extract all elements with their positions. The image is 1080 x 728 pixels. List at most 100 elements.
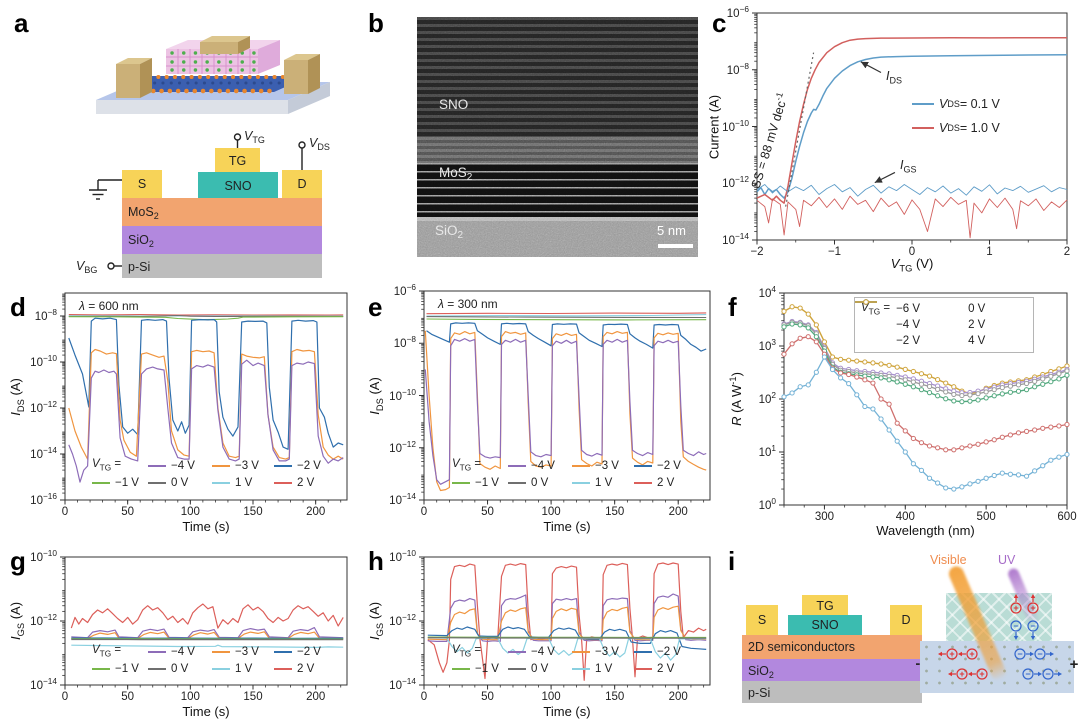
panel-b-letter: b xyxy=(368,8,384,38)
g-xtick: 100 xyxy=(180,691,200,703)
d-xlabel: Time (s) xyxy=(182,519,230,534)
e-ytick: 10−8 xyxy=(393,335,416,351)
e-xtick: 0 xyxy=(420,506,428,518)
i-semi-label: 2D semiconductors xyxy=(748,640,855,654)
c-xtick: 0 xyxy=(908,246,916,258)
h-xtick: 100 xyxy=(541,691,561,703)
svg-text:−: − xyxy=(1013,621,1018,631)
svg-text:+: + xyxy=(1030,603,1035,613)
tem-sio2-label: SiO2 xyxy=(435,223,464,241)
c-ytick: 10−6 xyxy=(726,5,749,20)
visible-light-label: Visible xyxy=(930,553,967,567)
d-xtick: 100 xyxy=(180,506,200,518)
i-source-label: S xyxy=(758,613,766,627)
f-ytick: 104 xyxy=(758,285,776,300)
sio2-label: SiO2 xyxy=(128,233,154,249)
g-xtick: 150 xyxy=(243,691,263,703)
c-xtick: 2 xyxy=(1063,246,1071,258)
scalebar-label: 5 nm xyxy=(657,223,686,238)
c-xtick: −1 xyxy=(827,246,842,258)
vbg-label: VBG xyxy=(76,259,97,275)
e-ytick: 10−6 xyxy=(393,283,416,298)
panel-f-letter: f xyxy=(728,292,737,322)
h-ytick: 10−10 xyxy=(389,549,416,564)
panel-c-letter: c xyxy=(712,8,727,38)
c-ytick: 10−12 xyxy=(722,175,749,191)
d-plot-svg xyxy=(60,292,348,505)
panel-e: e 0 50 100 150 200 10−6 10−8 10−10 10−12 10−14 λ =… xyxy=(360,283,720,543)
uv-light-label: UV xyxy=(998,553,1016,567)
i-drain-label: D xyxy=(901,613,910,627)
panel-e-letter: e xyxy=(368,292,383,322)
device-3d-illustration xyxy=(96,36,330,114)
f-ylabel: R (A W-1) xyxy=(727,372,745,426)
f-xlabel: Wavelength (nm) xyxy=(876,523,975,538)
d-xtick: 200 xyxy=(306,506,326,518)
svg-text:+: + xyxy=(969,649,974,659)
c-ytick: 10−14 xyxy=(722,232,749,247)
d-ytick: 10−16 xyxy=(30,492,57,507)
g-ytick: 10−10 xyxy=(30,549,57,564)
psi-label: p-Si xyxy=(128,260,150,274)
g-xtick: 50 xyxy=(121,691,135,703)
topgate-label: TG xyxy=(229,154,246,168)
c-ytick: 10−10 xyxy=(722,118,749,134)
e-ytick: 10−14 xyxy=(389,492,416,507)
svg-text:+: + xyxy=(949,649,954,659)
g-xtick: 200 xyxy=(306,691,326,703)
g-ytick: 10−14 xyxy=(30,677,57,692)
g-ylabel: IGS (A) xyxy=(8,601,26,641)
photoexcitation-illustration: Visible UV + + xyxy=(916,553,1078,703)
tem-image: SNO MoS2 SiO2 5 nm xyxy=(417,17,698,257)
device-cross-section: S TG SNO D MoS2 SiO2 p-Si VTG VDS VBG xyxy=(76,130,330,278)
e-ytick: 10−10 xyxy=(389,387,416,403)
panel-a-letter: a xyxy=(14,8,29,38)
svg-text:+: + xyxy=(979,669,984,679)
mechanism-cross-section: S TG SNO D 2D semiconductors SiO2 p-Si xyxy=(742,595,922,703)
g-xtick: 0 xyxy=(61,691,69,703)
ids-300nm-chart: 0 50 100 150 200 10−6 10−8 10−10 10−12 10−14 λ = 3… xyxy=(360,283,720,543)
h-xtick: 50 xyxy=(481,691,494,703)
f-xtick: 300 xyxy=(814,511,835,523)
vtg-label: VTG xyxy=(244,130,265,145)
panel-h: h 0 50 100 150 200 10−10 10−12 10−14 Time (s) IGS… xyxy=(360,543,720,728)
f-ytick: 100 xyxy=(758,497,776,512)
d-ytick: 10−10 xyxy=(30,354,57,369)
charge-carriers: + + − − + + + + xyxy=(916,594,1078,680)
d-xtick: 0 xyxy=(61,506,69,518)
f-xtick: 600 xyxy=(1057,511,1077,523)
c-plot-svg xyxy=(752,12,1068,245)
igs-300nm-chart: 0 50 100 150 200 10−10 10−12 10−14 Time (s) IGS (… xyxy=(360,543,720,728)
i-sno-label: SNO xyxy=(811,618,838,632)
minus-terminal: − xyxy=(916,656,921,673)
h-ylabel: IGS (A) xyxy=(367,601,385,641)
c-xlabel: VTG (V) xyxy=(890,256,934,274)
c-ytick: 10−8 xyxy=(726,61,749,77)
svg-text:+: + xyxy=(959,669,964,679)
svg-text:−: − xyxy=(1030,621,1035,631)
svg-text:−: − xyxy=(1017,649,1022,659)
scalebar xyxy=(658,244,693,248)
tem-sno-label: SNO xyxy=(439,97,469,112)
g-ytick: 10−12 xyxy=(30,613,57,628)
d-xtick: 150 xyxy=(243,506,263,518)
panel-h-letter: h xyxy=(368,546,384,576)
g-plot-svg xyxy=(60,556,348,690)
svg-text:+: + xyxy=(1013,603,1018,613)
plus-terminal: + xyxy=(1070,656,1078,673)
d-ytick: 10−8 xyxy=(34,308,57,323)
svg-text:−: − xyxy=(1037,649,1042,659)
d-xtick: 50 xyxy=(121,506,135,518)
metal-contacts xyxy=(116,36,320,98)
i-sio2-label: SiO2 xyxy=(748,664,774,680)
c-annotation: IDS xyxy=(886,69,902,86)
h-xtick: 150 xyxy=(605,691,625,703)
panel-c: c −2 −1 0 1 2 10−6 10−8 10−10 10−12 10−14 SS = 88 … xyxy=(700,0,1080,285)
h-xtick: 0 xyxy=(420,691,428,703)
e-ylabel: IDS (A) xyxy=(367,376,385,415)
d-ylabel: IDS (A) xyxy=(8,377,26,416)
i-topgate-label: TG xyxy=(816,599,833,613)
